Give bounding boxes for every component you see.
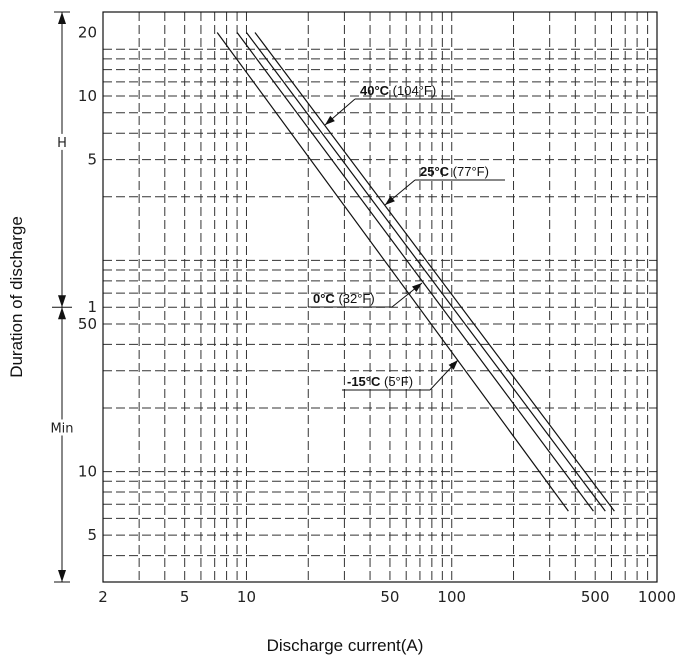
x-tick-label: 100 [437,588,466,606]
series-line [216,32,569,512]
series-label: -15°C (5°F) [347,374,413,389]
unit-label-bg [46,419,78,436]
x-tick-label: 50 [380,588,399,606]
x-axis-title: Discharge current(A) [267,636,424,655]
y-tick-label: 1 [87,298,97,316]
grid [103,12,657,582]
series-label: 25°C (77°F) [420,164,489,179]
callout-arrow [325,115,335,125]
series-label: 0°C (32°F) [313,291,375,306]
arrow-head [58,295,66,308]
arrow-head [58,570,66,582]
callout-arrow [448,360,458,370]
series-line [236,32,594,512]
y-tick-label: 10 [78,87,97,105]
series-lines [216,32,615,512]
arrow-head [58,12,66,24]
plot-frame [102,11,658,583]
y-tick-label: 5 [87,151,97,169]
x-tick-label: 1000 [638,588,676,606]
callout-arrow [385,195,395,205]
series-line [245,32,606,512]
x-tick-label: 10 [237,588,256,606]
y-tick-label: 20 [78,23,97,41]
y-unit-label: H [57,136,67,151]
callouts: 40°C (104°F) 25°C (77°F) 0°C (32°F) -15°C (… [308,83,505,391]
y-scale-bar: H Min [46,11,78,583]
y-tick-label: 5 [87,526,97,544]
x-tick-label: 500 [581,588,610,606]
unit-label-bg [55,133,69,150]
y-tick-label: 50 [78,315,97,333]
y-tick-label: 10 [78,463,97,481]
series-label: 40°C (104°F) [360,83,436,98]
x-tick-label: 5 [180,588,190,606]
series-line [254,32,615,512]
y-unit-label: Min [50,421,73,436]
y-axis-title: Duration of discharge [7,216,26,378]
arrow-head [58,307,66,320]
x-tick-label: 2 [98,588,108,606]
callout-arrow [412,283,422,292]
